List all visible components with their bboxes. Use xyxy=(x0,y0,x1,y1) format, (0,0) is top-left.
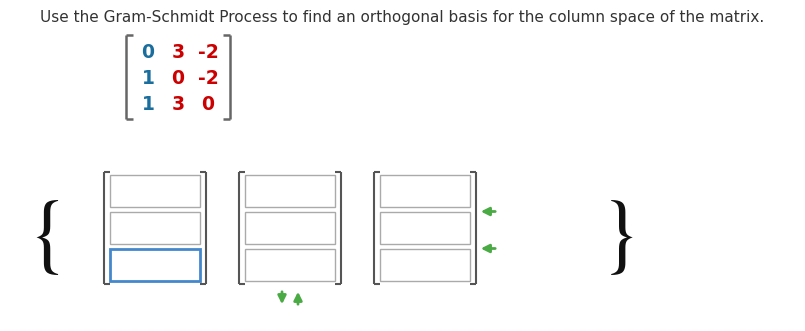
Bar xyxy=(380,212,470,244)
Text: 0: 0 xyxy=(201,95,214,114)
Text: 3: 3 xyxy=(171,95,184,114)
Text: Use the Gram-Schmidt Process to find an orthogonal basis for the column space of: Use the Gram-Schmidt Process to find an … xyxy=(40,10,764,25)
Bar xyxy=(110,249,200,281)
Bar xyxy=(245,212,335,244)
Text: 3: 3 xyxy=(171,43,184,62)
Text: 0: 0 xyxy=(171,69,184,88)
Bar xyxy=(245,175,335,207)
Bar xyxy=(110,175,200,207)
Text: 1: 1 xyxy=(142,95,155,114)
Text: 1: 1 xyxy=(142,69,155,88)
Text: -2: -2 xyxy=(197,69,218,88)
Bar xyxy=(110,212,200,244)
Bar xyxy=(245,249,335,281)
Text: {: { xyxy=(27,200,68,278)
Text: 0: 0 xyxy=(142,43,155,62)
Text: -2: -2 xyxy=(197,43,218,62)
Bar xyxy=(380,175,470,207)
Text: }: } xyxy=(600,200,641,278)
Bar xyxy=(380,249,470,281)
